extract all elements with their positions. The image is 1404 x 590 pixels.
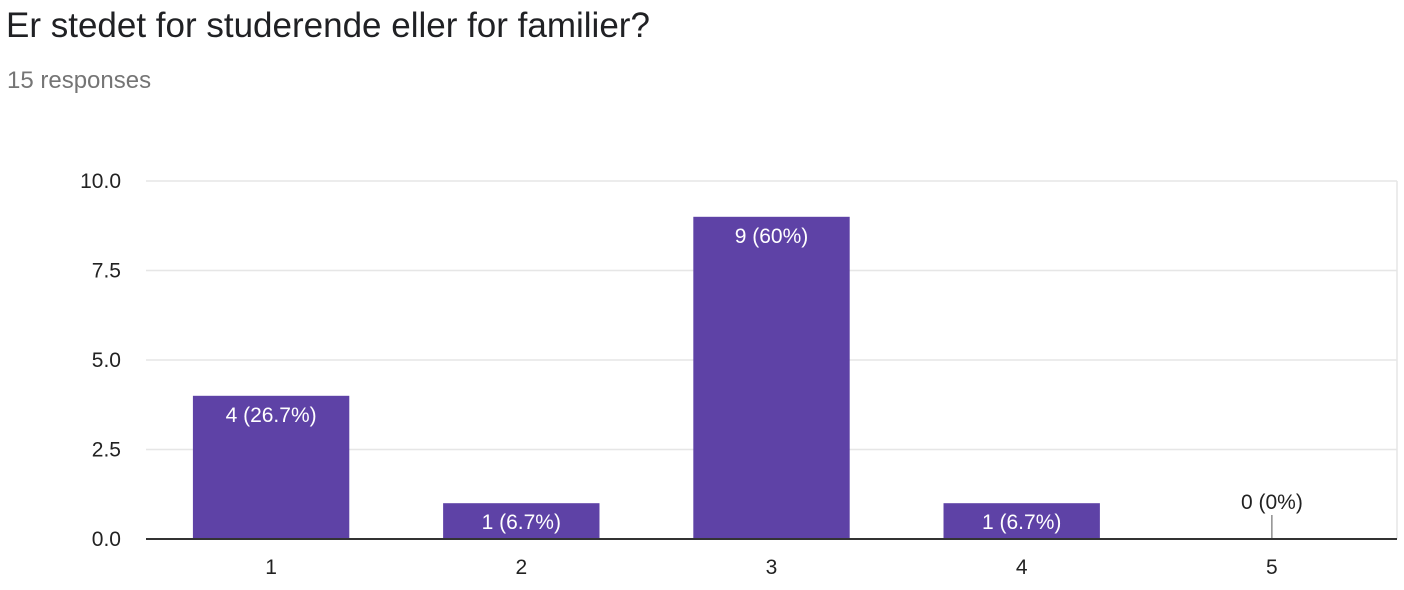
bars: 4 (26.7%) 1 (6.7%) 9 (60%) 1 (6.7%) 0 (0%) [192, 216, 1303, 540]
x-tick-label: 5 [1266, 556, 1278, 579]
y-tick-label: 0.0 [92, 528, 121, 551]
bar-data-label: 1 (6.7%) [982, 511, 1061, 534]
bar-data-label: 1 (6.7%) [482, 511, 561, 534]
x-tick-label: 4 [1016, 556, 1028, 579]
x-axis-ticks: 1 2 3 4 5 [265, 556, 1277, 579]
bar-data-label: 4 (26.7%) [226, 404, 317, 427]
bar [192, 395, 350, 539]
x-tick-label: 2 [515, 556, 527, 579]
y-tick-label: 2.5 [92, 439, 121, 462]
bar-data-label: 9 (60%) [735, 225, 809, 248]
bar-data-label: 0 (0%) [1241, 491, 1303, 514]
question-title: Er stedet for studerende eller for famil… [6, 6, 650, 45]
x-tick-label: 3 [766, 556, 778, 579]
x-tick-label: 1 [265, 556, 277, 579]
bar [443, 503, 600, 539]
response-count: 15 responses [7, 67, 152, 94]
y-tick-label: 7.5 [92, 260, 121, 283]
y-axis-ticks: 0.0 2.5 5.0 7.5 10.0 [80, 170, 121, 551]
bar [943, 503, 1100, 539]
y-tick-label: 5.0 [92, 349, 121, 372]
bar [693, 216, 850, 540]
y-tick-label: 10.0 [80, 170, 121, 193]
